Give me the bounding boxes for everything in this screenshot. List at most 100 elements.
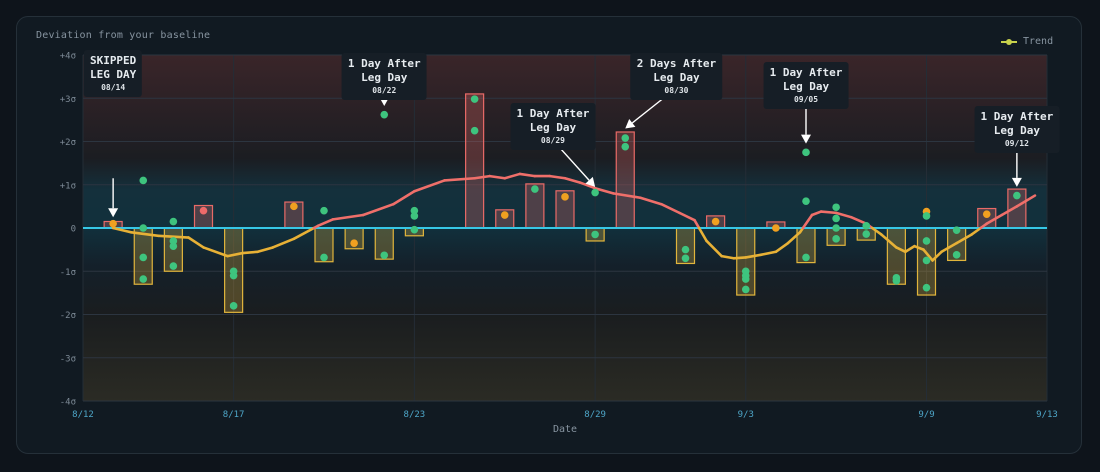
workout-dot[interactable]: [982, 210, 991, 218]
workout-dot[interactable]: [380, 251, 389, 260]
annotation-date: 08/29: [540, 136, 565, 146]
workout-dot[interactable]: [410, 225, 419, 234]
workout-dot[interactable]: [802, 148, 810, 157]
deviation-bar[interactable]: [465, 93, 485, 229]
workout-dot[interactable]: [922, 212, 931, 220]
trend-line-segment: [895, 246, 907, 254]
trend-line-segment: [759, 250, 778, 257]
workout-dot[interactable]: [741, 285, 750, 294]
x-tick-label: 8/23: [404, 410, 426, 420]
workout-dot[interactable]: [591, 188, 599, 197]
workout-dot[interactable]: [139, 253, 148, 262]
legend[interactable]: Trend: [1001, 36, 1053, 47]
trend-line-segment: [256, 246, 275, 254]
workout-dot[interactable]: [1013, 191, 1021, 200]
workout-dot[interactable]: [500, 211, 509, 219]
trend-line-segment: [202, 246, 229, 258]
workout-dot[interactable]: [350, 239, 358, 247]
workout-dot[interactable]: [621, 142, 630, 151]
workout-dot[interactable]: [169, 262, 178, 270]
workout-dot[interactable]: [922, 256, 931, 265]
annotation-arrowhead: [625, 119, 636, 129]
trend-line-segment: [970, 226, 983, 236]
y-tick-label: +3σ: [60, 95, 76, 105]
workout-dot[interactable]: [741, 275, 750, 283]
trend-legend-swatch: [1001, 38, 1017, 46]
trend-line-segment: [834, 211, 853, 219]
x-tick-label: 8/17: [223, 410, 245, 420]
y-tick-label: -1σ: [60, 268, 76, 278]
workout-dot[interactable]: [922, 237, 931, 245]
workout-dot[interactable]: [922, 283, 931, 292]
workout-dot[interactable]: [229, 271, 238, 280]
workout-dot[interactable]: [711, 217, 720, 226]
trend-line-segment: [361, 202, 395, 217]
trend-line-segment: [488, 174, 507, 180]
annotation-arrowhead: [585, 176, 596, 187]
trend-line-segment: [940, 241, 958, 254]
workout-dot[interactable]: [952, 226, 961, 234]
trend-line-segment: [611, 192, 642, 200]
workout-dot[interactable]: [380, 110, 389, 119]
trend-line-segment: [705, 239, 723, 258]
trend-line-segment: [563, 176, 582, 184]
annotation-date: 09/12: [1004, 138, 1029, 148]
workout-dot[interactable]: [229, 302, 238, 310]
annotation-label: 2 Days After Leg Day 08/30: [630, 53, 723, 101]
annotation-title: SKIPPED LEG DAY: [89, 54, 137, 82]
trend-line-segment: [391, 189, 416, 206]
workout-dot[interactable]: [320, 253, 328, 262]
workout-dot[interactable]: [832, 203, 840, 212]
workout-dot[interactable]: [169, 242, 178, 250]
x-axis-label: Date: [553, 424, 577, 435]
workout-dot[interactable]: [802, 253, 810, 262]
workout-dot[interactable]: [952, 251, 961, 259]
trend-line-segment: [413, 179, 446, 193]
trend-line-segment: [801, 213, 814, 230]
y-tick-label: -2σ: [60, 311, 76, 321]
trend-line-segment: [129, 231, 160, 238]
annotation-title: 2 Days After Leg Day: [636, 57, 717, 85]
workout-dot[interactable]: [109, 219, 117, 228]
annotation-arrowhead: [1011, 177, 1022, 187]
workout-dot[interactable]: [772, 224, 780, 232]
trend-line-segment: [292, 226, 316, 241]
trend-line-segment: [819, 210, 838, 215]
workout-dot[interactable]: [531, 185, 539, 193]
workout-dot[interactable]: [862, 222, 871, 230]
deviation-bar[interactable]: [736, 227, 756, 296]
workout-dot[interactable]: [169, 217, 178, 226]
workout-dot[interactable]: [802, 197, 810, 205]
trend-line-segment: [849, 215, 868, 225]
annotation-title: 1 Day After Leg Day: [347, 57, 421, 85]
x-tick-label: 9/3: [738, 410, 754, 420]
workout-dot[interactable]: [832, 224, 840, 232]
workout-dot[interactable]: [410, 212, 419, 220]
trend-legend-label: Trend: [1023, 36, 1054, 47]
y-tick-label: +4σ: [60, 52, 76, 62]
annotation-title: 1 Day After Leg Day: [980, 109, 1054, 137]
workout-dot[interactable]: [681, 245, 690, 254]
trend-line-segment: [187, 236, 205, 249]
workout-dot[interactable]: [139, 275, 148, 283]
trend-line-segment: [226, 251, 244, 258]
workout-dot[interactable]: [681, 254, 690, 263]
workout-dot[interactable]: [892, 276, 901, 285]
workout-dot[interactable]: [320, 206, 328, 215]
workout-dot[interactable]: [561, 193, 569, 201]
trend-line-segment: [985, 213, 1004, 225]
workout-dot[interactable]: [139, 224, 148, 232]
workout-dot[interactable]: [290, 202, 298, 211]
workout-dot[interactable]: [832, 214, 840, 223]
workout-dot[interactable]: [862, 230, 871, 238]
chart-subtitle: Deviation from your baseline: [36, 30, 211, 41]
workout-dot[interactable]: [470, 95, 479, 103]
workout-dot[interactable]: [139, 176, 148, 185]
workout-dot[interactable]: [832, 235, 840, 243]
trend-line-segment: [331, 213, 365, 221]
trend-line-segment: [548, 174, 567, 180]
workout-dot[interactable]: [591, 230, 599, 239]
workout-dot[interactable]: [470, 126, 479, 135]
workout-dot[interactable]: [621, 134, 630, 142]
workout-dot[interactable]: [199, 206, 208, 215]
